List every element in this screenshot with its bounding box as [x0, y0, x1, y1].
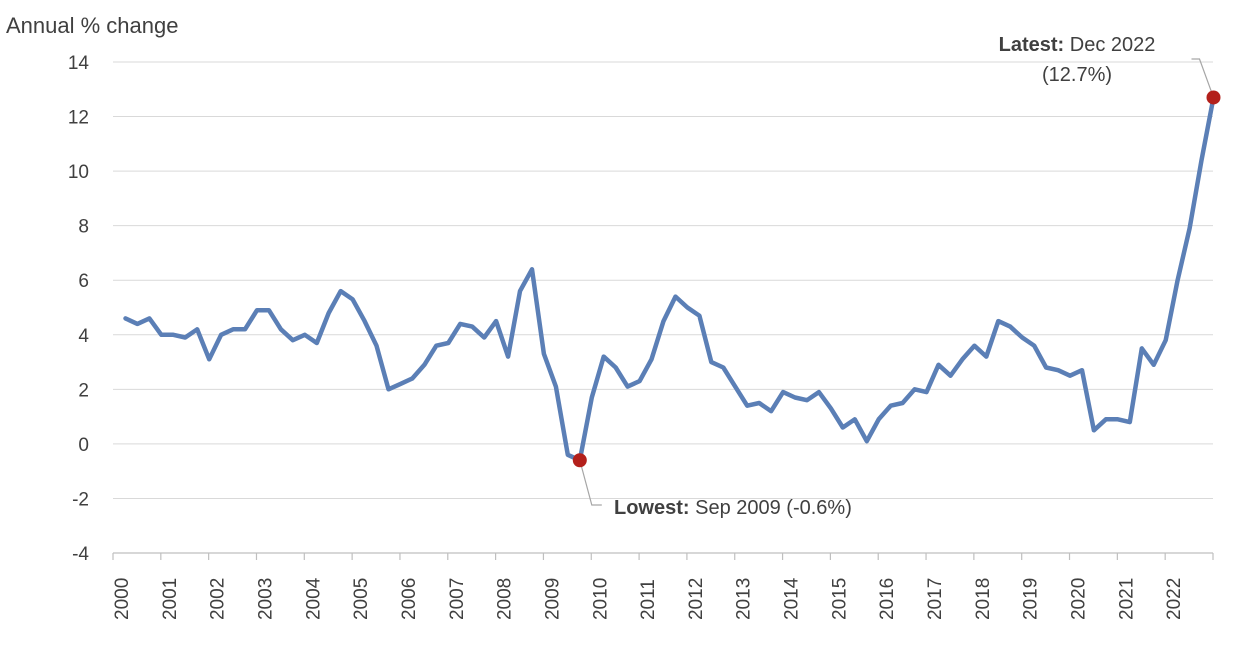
x-tick-label: 2008	[495, 578, 516, 620]
y-tick-label: 2	[78, 380, 89, 401]
x-tick-label: 2014	[782, 577, 803, 620]
lowest-annotation: Lowest: Sep 2009 (-0.6%)	[614, 497, 852, 519]
latest-leader-line	[1191, 58, 1215, 98]
x-tick-labels: 2000 2001 2002 2003 2004 2005 2006 2007 2008 2009…	[112, 577, 1185, 620]
x-tick-label: 2018	[973, 578, 994, 620]
y-tick-label: 14	[68, 53, 90, 74]
x-tick-label: 2013	[734, 578, 755, 620]
lowest-leader-line	[579, 460, 602, 506]
y-tick-label: 0	[78, 435, 89, 456]
lowest-annotation-bold: Lowest:	[614, 497, 690, 519]
x-tick-label: 2003	[255, 578, 276, 620]
y-tick-label: 6	[78, 271, 89, 292]
y-tick-label: 10	[68, 162, 89, 183]
latest-annotation-line2: (12.7%)	[1042, 64, 1112, 86]
y-tick-label: -4	[72, 544, 89, 565]
x-tick-label: 2019	[1021, 578, 1042, 620]
gridlines	[113, 61, 1213, 499]
y-tick-label: 8	[78, 217, 89, 238]
x-tick-label: 2016	[877, 578, 898, 620]
y-axis-label: Annual % change	[6, 13, 178, 38]
x-tick-label: 2011	[638, 579, 659, 620]
x-tick-label: 2015	[829, 578, 850, 620]
y-tick-labels: 14 12 10 8 6 4 2 0 -2 -4	[68, 53, 90, 565]
x-tick-label: 2002	[208, 578, 229, 620]
x-tick-label: 2022	[1164, 578, 1185, 620]
x-tick-label: 2004	[303, 577, 324, 620]
x-axis	[112, 552, 1214, 560]
x-tick-label: 2000	[112, 578, 133, 620]
series-line	[123, 95, 1216, 463]
latest-annotation-bold: Latest:	[999, 34, 1065, 56]
x-tick-label: 2010	[590, 578, 611, 620]
x-tick-label: 2007	[447, 578, 468, 620]
latest-annotation-line1: Latest: Dec 2022	[999, 34, 1156, 56]
lowest-annotation-text: Sep 2009 (-0.6%)	[690, 497, 852, 519]
x-tick-label: 2005	[351, 578, 372, 620]
latest-marker	[1206, 90, 1221, 105]
x-tick-label: 2001	[160, 578, 181, 620]
latest-annotation-date: Dec 2022	[1064, 34, 1155, 56]
y-tick-label: 4	[78, 326, 89, 347]
x-tick-label: 2012	[686, 578, 707, 620]
x-tick-label: 2020	[1069, 578, 1090, 620]
x-tick-label: 2017	[925, 578, 946, 620]
lowest-marker	[572, 453, 587, 468]
x-tick-label: 2009	[542, 578, 563, 620]
x-tick-label: 2006	[399, 578, 420, 620]
annotation-leader-lines	[579, 58, 1215, 506]
y-tick-label: -2	[72, 489, 89, 510]
y-tick-label: 12	[68, 108, 89, 129]
x-tick-label: 2021	[1116, 578, 1137, 620]
annotation-markers	[572, 90, 1221, 468]
